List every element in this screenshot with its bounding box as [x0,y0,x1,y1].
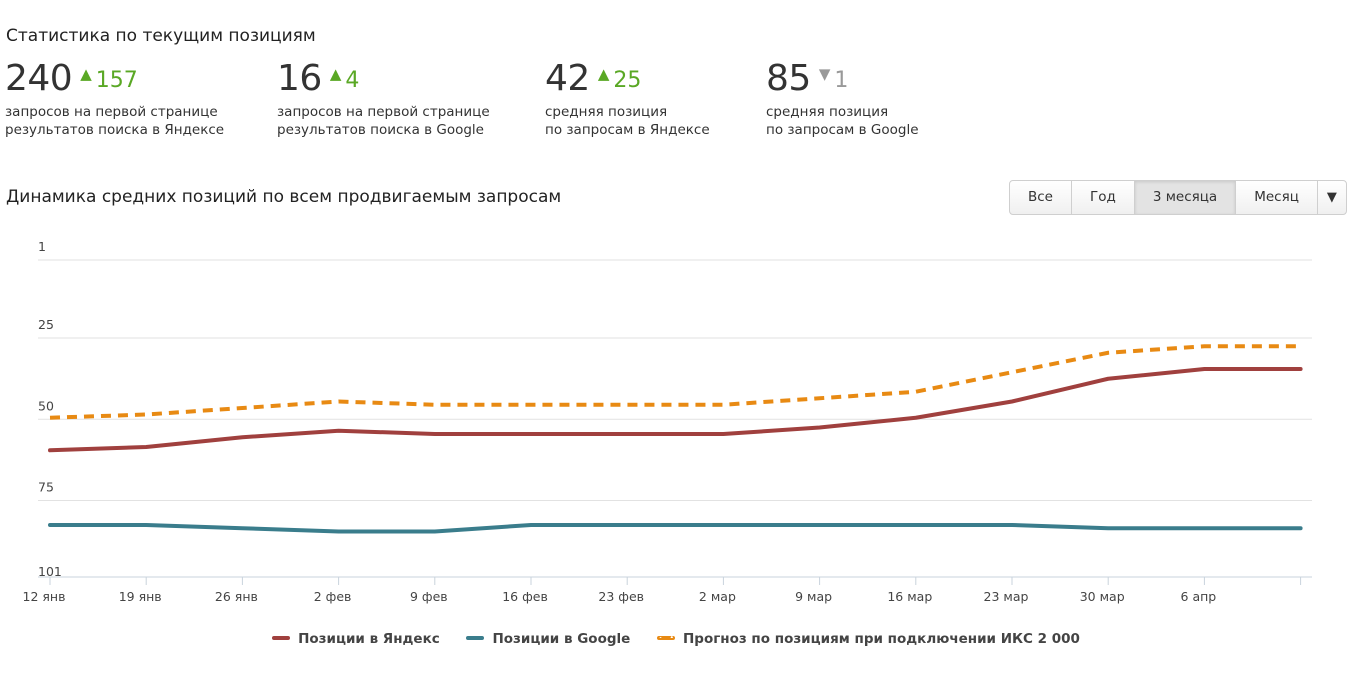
y-tick-label: 50 [38,398,54,413]
arrow-up-icon: ▲ [80,65,92,83]
stats-title: Статистика по текущим позициям [6,26,316,46]
chevron-down-icon[interactable]: ▼ [1326,190,1337,205]
x-tick-label: 19 янв [119,589,162,604]
legend-label: Прогноз по позициям при подключении ИКС … [683,631,1080,647]
stat-desc-line: средняя позиция [545,104,668,120]
legend-item-google[interactable]: Позиции в Google [466,631,630,647]
stat-yandex-first-page: 240 ▲ 157 запросов на первой странице резу… [5,58,224,139]
chart-title: Динамика средних позиций по всем продвиг… [6,187,562,207]
period-button-3-months[interactable]: 3 месяца [1134,181,1237,214]
stat-value: 16 [277,58,322,99]
stat-desc-line: запросов на первой странице [277,104,490,120]
stat-value: 42 [545,58,590,99]
x-tick-label: 2 мар [699,589,736,604]
series-line-forecast [49,344,1301,420]
stat-google-avg-position: 85 ▼ 1 средняя позиция по запросам в Googl… [766,58,919,139]
stat-delta: 4 [345,68,360,93]
series-line-google [48,523,1303,534]
arrow-up-icon: ▲ [329,65,342,83]
legend-item-yandex[interactable]: Позиции в Яндекс [272,631,440,647]
stat-yandex-avg-position: 42 ▲ 25 средняя позиция по запросам в Янде… [545,58,710,139]
x-tick-label: 26 янв [215,589,258,604]
x-tick-label: 30 мар [1080,589,1125,604]
stat-value: 85 [766,58,811,99]
stat-delta: 157 [95,68,138,93]
period-button-year[interactable]: Год [1072,181,1135,214]
period-button-all[interactable]: Все [1010,181,1072,214]
y-tick-label: 1 [38,239,46,254]
legend-swatch-yandex [272,636,291,640]
x-tick-label: 9 мар [795,589,832,604]
chart-legend: Позиции в Яндекс Позиции в Google Прогно… [0,631,1352,647]
stat-delta: 25 [613,68,642,93]
x-tick-label: 23 мар [984,589,1029,604]
legend-label: Позиции в Яндекс [298,631,440,647]
x-tick-label: 9 фев [410,589,448,604]
x-tick-label: 2 фев [314,589,352,604]
positions-line-chart: 1 25 50 75 101 12 янв 19 янв 26 янв 2 фев 9 фев 16… [23,239,1312,604]
series-line-yandex [48,367,1303,453]
y-tick-label: 25 [38,317,54,332]
arrow-down-icon: ▼ [818,65,831,83]
stat-description: запросов на первой странице результатов … [5,103,224,139]
period-selector: Все Год 3 месяца Месяц ▼ [1009,180,1347,215]
stat-desc-line: результатов поиска в Яндексе [5,122,225,138]
y-tick-label: 75 [38,480,54,495]
x-tick-label: 6 апр [1181,589,1217,604]
legend-swatch-google [466,636,485,640]
stat-description: запросов на первой странице результатов … [277,103,490,139]
y-tick-label: 101 [38,564,62,579]
x-tick-label: 23 фев [598,589,644,604]
period-button-month[interactable]: Месяц [1236,181,1318,214]
stat-description: средняя позиция по запросам в Google [766,103,919,139]
legend-swatch-forecast [657,636,675,640]
stat-value: 240 [5,58,73,99]
x-tick-label: 12 янв [23,589,66,604]
stat-google-first-page: 16 ▲ 4 запросов на первой странице результ… [277,58,490,139]
legend-label: Позиции в Google [492,631,631,647]
stat-desc-line: по запросам в Яндексе [545,122,710,138]
stat-desc-line: средняя позиция [766,104,889,120]
arrow-up-icon: ▲ [597,65,610,83]
stat-description: средняя позиция по запросам в Яндексе [545,103,710,139]
legend-item-forecast[interactable]: Прогноз по позициям при подключении ИКС … [657,631,1080,647]
x-tick-label: 16 фев [502,589,548,604]
x-tick-label: 16 мар [887,589,932,604]
stat-desc-line: по запросам в Google [766,122,919,138]
stat-desc-line: запросов на первой странице [5,104,218,120]
stat-delta: 1 [834,68,849,93]
stat-desc-line: результатов поиска в Google [277,122,484,138]
